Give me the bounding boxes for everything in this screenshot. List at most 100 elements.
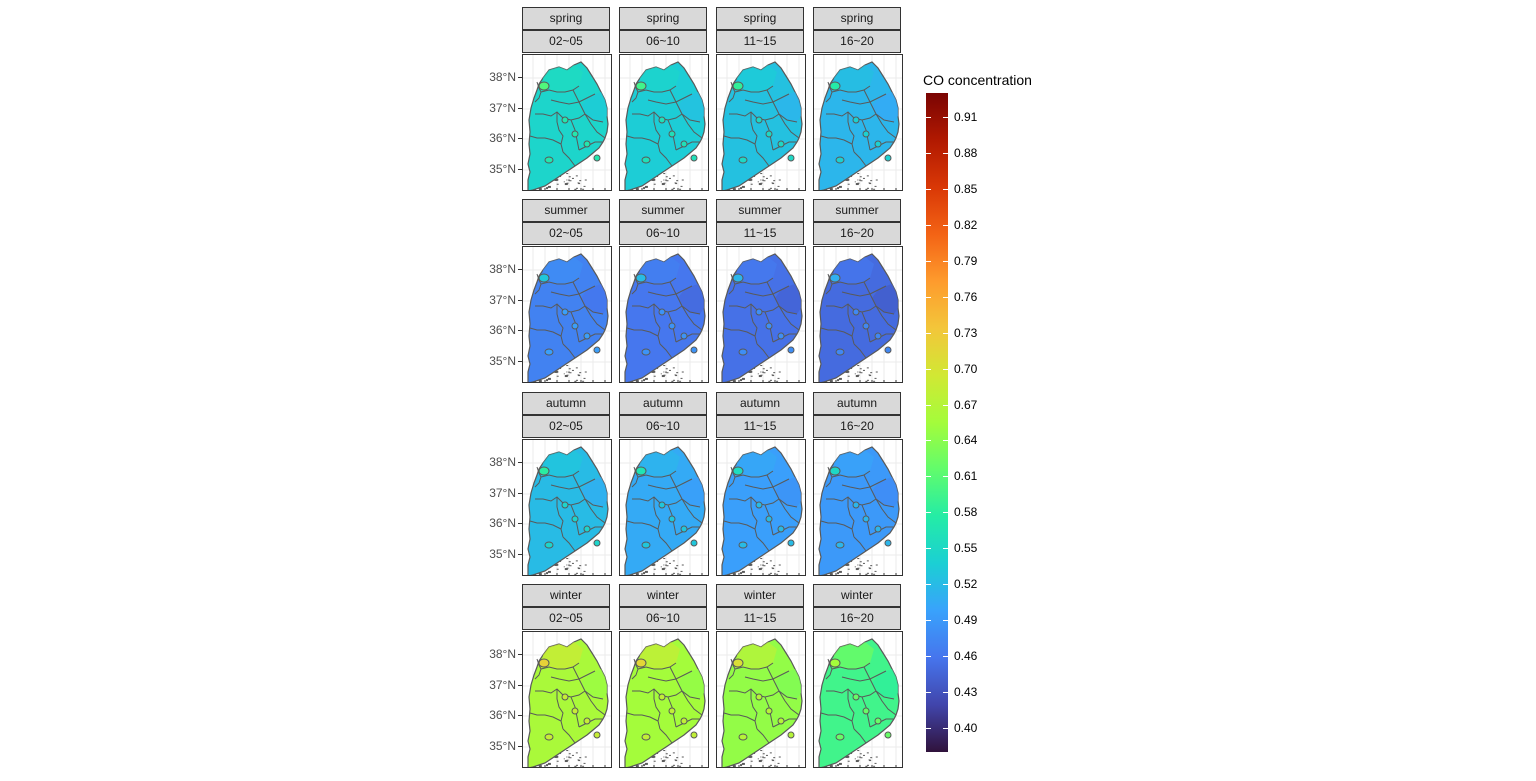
city-boundary [641, 348, 651, 356]
facet-strip-period: 11~15 [716, 30, 804, 53]
island-pixel [857, 759, 860, 761]
island-pixel [865, 380, 868, 382]
island-pixel [574, 765, 577, 767]
province-boundary [723, 135, 756, 145]
island-pixel [778, 179, 781, 181]
island-pixel [672, 752, 675, 754]
island-pixel [657, 561, 659, 563]
island-pixel [653, 568, 656, 570]
city-boundary [829, 81, 841, 91]
island-pixel [768, 573, 771, 575]
latitude-tick [518, 77, 522, 78]
island-pixel [870, 565, 873, 567]
island-pixel [743, 382, 746, 383]
island-pixel [769, 367, 772, 369]
province-boundary [578, 333, 603, 343]
legend-tick [926, 225, 931, 226]
map-panel [619, 246, 709, 383]
korea-map [721, 61, 803, 191]
korea-map [818, 446, 900, 575]
island-pixel [845, 370, 849, 373]
island-pixel [837, 187, 840, 190]
city-boundary [835, 541, 845, 549]
island-pixel [568, 371, 571, 373]
province-boundary [723, 712, 756, 722]
island-pixel [582, 573, 585, 575]
province-boundary [637, 662, 677, 670]
province-boundary [875, 690, 897, 716]
city-boundary [658, 693, 666, 701]
legend-tick [926, 405, 931, 406]
region-shade [581, 477, 607, 507]
map-panel [716, 246, 806, 383]
island-pixel [732, 765, 736, 767]
island-pixel [732, 380, 736, 382]
province-boundary [744, 285, 790, 297]
island-pixel [546, 379, 549, 382]
province-boundary [772, 718, 797, 728]
island-pixel [560, 368, 562, 370]
island-pixel [854, 566, 856, 568]
island-pixel [672, 560, 675, 562]
map-panel [813, 631, 903, 768]
island-pixel [635, 188, 639, 190]
city-boundary [690, 346, 698, 354]
island-pixel [757, 181, 759, 183]
island-pixel [776, 380, 779, 382]
legend-break-label: 0.61 [954, 469, 978, 484]
province-boundary [556, 112, 564, 153]
island-pixel [762, 564, 765, 566]
legend-tick [943, 620, 948, 621]
province-boundary [729, 111, 780, 121]
city-boundary [884, 539, 892, 547]
city-boundary [544, 733, 554, 741]
region-shade [872, 669, 898, 699]
island-pixel [760, 750, 763, 752]
island-pixel [557, 370, 559, 373]
island-pixel [865, 765, 868, 767]
province-boundary [772, 333, 797, 343]
island-pixel [743, 190, 746, 191]
legend-break-label: 0.76 [954, 289, 978, 304]
island-pixel [672, 187, 675, 189]
island-pixel [583, 762, 586, 764]
province-boundary [734, 470, 774, 478]
province-boundary [863, 281, 895, 315]
island-pixel [556, 568, 559, 570]
province-boundary [728, 658, 736, 680]
island-pixel [584, 756, 587, 758]
region-shade [541, 65, 583, 92]
island-pixel [776, 188, 779, 190]
island-pixel [768, 765, 771, 767]
island-pixel [668, 369, 671, 371]
province-boundary [772, 141, 797, 151]
island-pixel [859, 179, 862, 181]
province-boundary [572, 281, 604, 315]
region-shade [735, 257, 777, 284]
city-boundary [835, 156, 845, 164]
city-boundary [732, 466, 744, 476]
city-boundary [787, 731, 795, 739]
legend-tick [926, 476, 931, 477]
legend-tick [926, 512, 931, 513]
facet-strip-season: spring [619, 7, 707, 30]
city-boundary [538, 273, 550, 283]
city-boundary [561, 116, 569, 124]
island-pixel [538, 380, 542, 382]
island-pixel [866, 572, 869, 574]
facet-strip-season: summer [716, 199, 804, 222]
island-pixel [773, 180, 776, 182]
map-panel [522, 439, 612, 576]
facet-strip-period: 16~20 [813, 607, 901, 630]
island-pixel [566, 173, 569, 175]
province-boundary [756, 151, 770, 167]
facet-strip-season: winter [619, 584, 707, 607]
city-boundary [852, 501, 860, 509]
island-pixel [767, 766, 770, 767]
island-pixel [566, 179, 568, 181]
province-boundary [826, 111, 877, 121]
island-pixel [847, 375, 850, 377]
island-pixel [661, 375, 665, 378]
island-pixel [859, 561, 862, 563]
island-pixel [870, 757, 873, 759]
